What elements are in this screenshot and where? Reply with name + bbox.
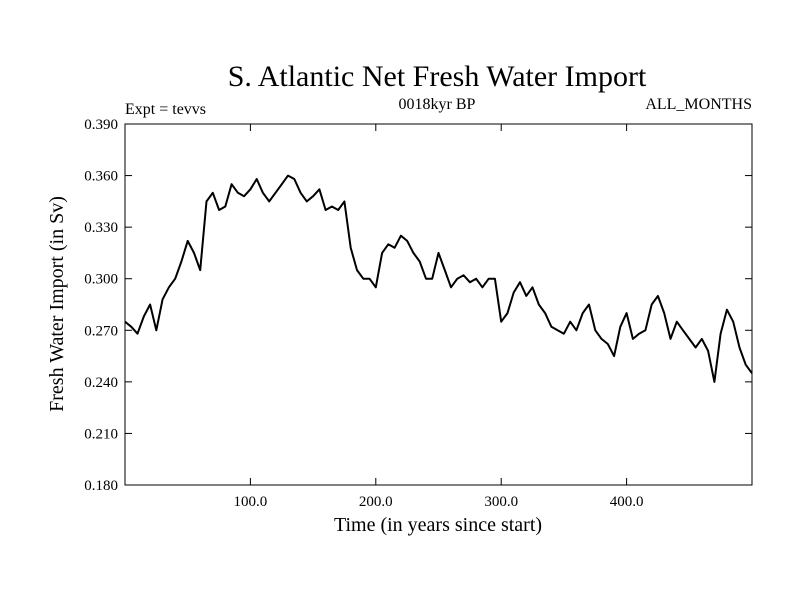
plot-frame	[124, 123, 753, 486]
y-tick-label: 0.330	[84, 220, 118, 236]
x-tick-label: 400.0	[610, 494, 644, 510]
y-tick-label: 0.300	[84, 272, 118, 288]
y-tick-label: 0.240	[84, 375, 118, 391]
x-tick-label: 300.0	[484, 494, 518, 510]
experiment-label: Expt = tevvs	[125, 101, 206, 118]
x-tick-label: 100.0	[234, 494, 268, 510]
y-tick-label: 0.210	[84, 426, 118, 442]
series-line	[124, 174, 753, 383]
y-tick-label: 0.270	[84, 323, 118, 339]
x-tick-label: 200.0	[359, 494, 393, 510]
y-tick-label: 0.180	[84, 478, 118, 494]
y-axis-label: Fresh Water Import (in Sv)	[46, 196, 68, 412]
chart-title: S. Atlantic Net Fresh Water Import	[228, 60, 647, 93]
x-axis-label: Time (in years since start)	[334, 514, 542, 536]
y-axis-ticks: 0.180 0.210 0.240 0.270 0.300 0.330 0.360 0.390	[84, 117, 752, 494]
y-tick-label: 0.390	[84, 117, 118, 133]
period-label: 0018kyr BP	[399, 96, 476, 113]
x-axis-ticks: 100.0 200.0 300.0 400.0	[234, 124, 644, 510]
y-tick-label: 0.360	[84, 169, 118, 185]
months-label: ALL_MONTHS	[645, 96, 752, 113]
